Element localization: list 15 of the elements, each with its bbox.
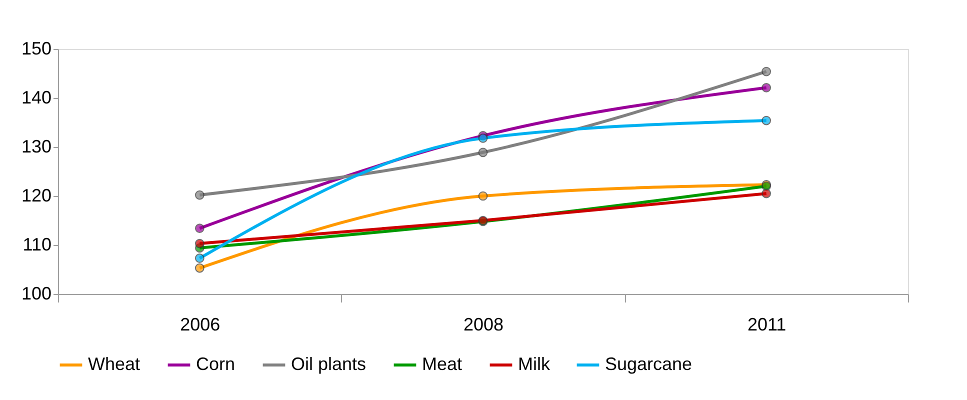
legend-label: Sugarcane (605, 354, 692, 374)
legend-label: Oil plants (291, 354, 366, 374)
x-tick-label: 2008 (463, 314, 504, 334)
legend-label: Wheat (88, 354, 140, 374)
legend-label: Meat (422, 354, 462, 374)
y-tick-label: 140 (21, 88, 52, 108)
y-tick-label: 110 (22, 234, 52, 254)
y-tick-label: 150 (21, 38, 52, 58)
y-tick-label: 100 (21, 284, 52, 304)
legend-label: Corn (196, 354, 236, 374)
x-tick-label: 2011 (747, 314, 786, 334)
legend-label: Milk (518, 354, 551, 374)
x-tick-label: 2006 (180, 314, 220, 334)
y-tick-label: 130 (21, 136, 52, 156)
y-tick-label: 120 (21, 186, 52, 206)
